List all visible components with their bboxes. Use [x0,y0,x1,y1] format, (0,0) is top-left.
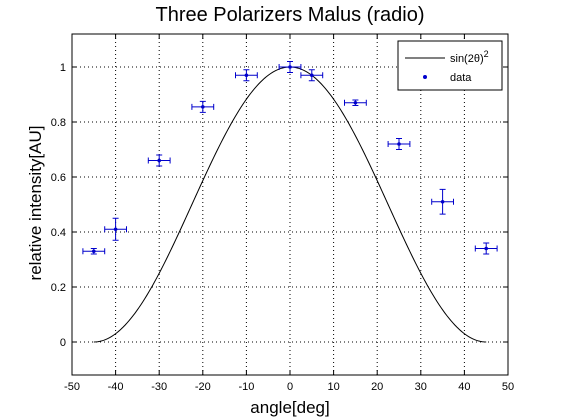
legend-entry-label: sin(2θ)2 [450,49,489,65]
data-point [92,249,96,254]
x-tick-label: -30 [151,381,167,393]
y-tick-label: 0.8 [51,117,66,129]
x-tick-label: 50 [502,381,514,393]
chart-title: Three Polarizers Malus (radio) [156,4,425,26]
x-axis-title: angle[deg] [250,398,329,417]
x-tick-label: 0 [287,381,293,393]
data-point [244,73,249,78]
legend-entry-label: data [450,72,472,84]
x-tick-label: -10 [238,381,254,393]
y-tick-label: 0.4 [51,227,66,239]
y-tick-label: 0.6 [51,172,66,184]
y-tick-label: 0 [60,337,66,349]
x-tick-label: 10 [327,381,339,393]
data-point [397,142,401,146]
data-point [353,100,358,105]
data-point [113,227,118,232]
x-tick-label: -40 [108,381,124,393]
legend-entry-superscript: 2 [484,49,489,59]
x-tick-label: 20 [371,381,383,393]
y-tick-label: 0.2 [51,282,66,294]
plot-area: -50 -40 -30 -20 -10 0 10 20 30 40 50 0 0.2 0.4 0.6 0.8 1 [51,33,514,393]
legend-box [397,40,503,91]
plot-frame [71,33,509,376]
data-point [157,158,161,163]
data-point [288,65,292,69]
y-axis-title: relative intensity[AU] [26,126,45,281]
x-tick-label: -50 [64,381,80,393]
x-tick-label: 30 [415,381,427,393]
x-tick-label: 40 [458,381,470,393]
y-tick-label: 1 [60,62,66,74]
legend-marker-swatch [423,75,427,79]
data-point [440,199,445,204]
legend-entry-main: sin(2θ) [450,53,484,65]
legend: sin(2θ)2 data [397,40,503,91]
data-point [310,73,314,78]
x-tick-label: -20 [195,381,211,393]
data-point [201,105,205,109]
data-point [484,246,489,251]
